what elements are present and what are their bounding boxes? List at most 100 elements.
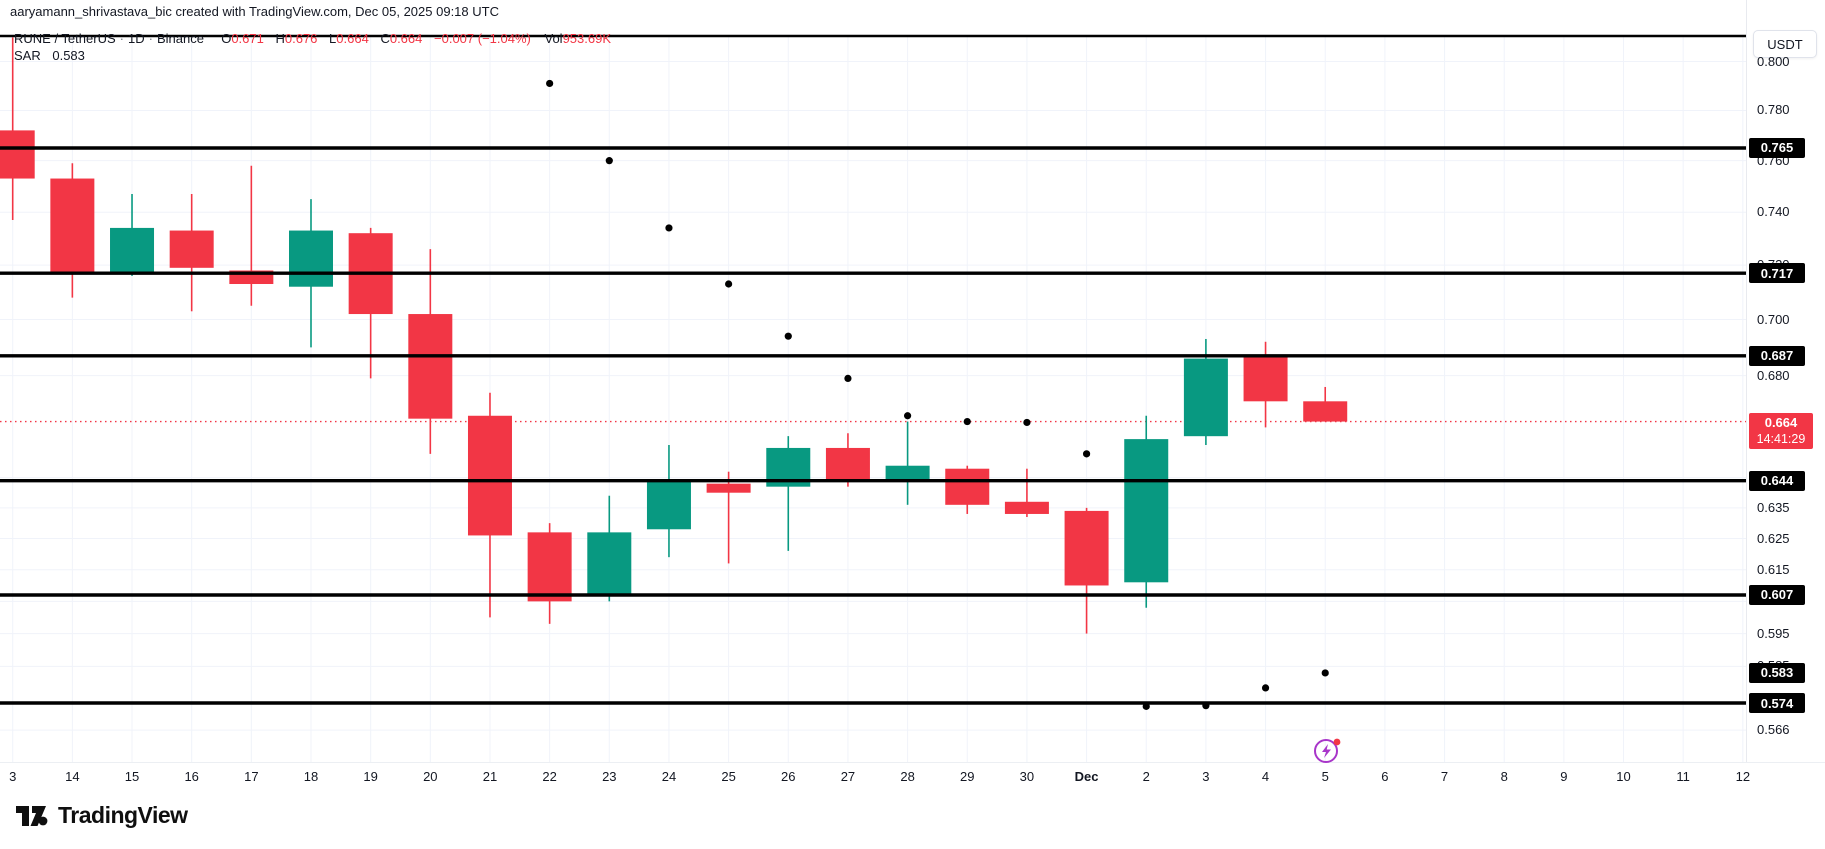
sar-value-badge: 0.583: [1749, 662, 1805, 683]
time-label: 18: [303, 769, 319, 784]
close-value: 0.664: [389, 31, 423, 46]
candle-body: [646, 480, 691, 530]
sar-label: SAR: [14, 48, 41, 63]
price-level-badge: 0.717: [1749, 263, 1805, 284]
candle-body: [527, 532, 572, 602]
tradingview-logo-icon: [16, 805, 48, 826]
time-label: 9: [1560, 769, 1568, 784]
sar-dot: [1261, 684, 1270, 692]
high-label: H: [275, 31, 285, 46]
sar-indicator-legend[interactable]: SAR 0.583: [14, 48, 85, 63]
candle-body: [885, 465, 930, 481]
time-label: 28: [900, 769, 915, 784]
price-tick-label: 0.780: [1757, 102, 1790, 118]
candle-body: [50, 178, 95, 274]
sar-dot: [784, 332, 792, 340]
time-label: 10: [1616, 769, 1631, 784]
sar-dot: [1321, 669, 1329, 677]
last-price-badge: 0.664 14:41:29: [1749, 412, 1813, 449]
candle-body: [587, 532, 632, 595]
sar-dot: [963, 417, 971, 426]
time-label: 12: [1735, 769, 1751, 784]
price-level-badge: 0.644: [1749, 470, 1805, 491]
sar-dot: [725, 280, 733, 288]
time-label: 2: [1142, 769, 1150, 784]
last-price-value: 0.664: [1764, 414, 1798, 430]
time-label: 26: [781, 769, 796, 784]
low-value: 0.664: [336, 31, 369, 46]
low-label: L: [329, 31, 337, 46]
candle-body: [169, 230, 214, 268]
volume-label: Vol: [544, 31, 563, 46]
candle-body: [1303, 401, 1348, 422]
time-label: 22: [542, 769, 557, 784]
price-tick-label: 0.740: [1757, 204, 1790, 220]
sar-dot: [844, 374, 852, 383]
time-label: 11: [1676, 769, 1690, 784]
price-tick-label: 0.625: [1757, 530, 1790, 546]
symbol-name: RUNE / TetherUS: [14, 31, 116, 46]
time-label: 29: [960, 769, 975, 784]
bar-countdown: 14:41:29: [1756, 431, 1806, 446]
time-label: 24: [661, 769, 677, 784]
candle-body: [467, 415, 512, 536]
events-lightning-icon[interactable]: [1312, 735, 1342, 765]
price-level-badge: 0.574: [1749, 693, 1805, 713]
price-axis[interactable]: USDT 0.8000.7800.7600.7400.7200.7000.680…: [1746, 0, 1825, 790]
legend-separator-2: ·: [148, 31, 153, 46]
time-label: 27: [840, 769, 856, 784]
close-label: C: [380, 31, 390, 46]
price-tick-label: 0.566: [1757, 722, 1790, 738]
time-label: 15: [124, 769, 140, 784]
time-label: 6: [1381, 769, 1389, 784]
volume-value: 953.69K: [562, 31, 612, 46]
candle-body: [1124, 439, 1169, 583]
time-label: 3: [1202, 769, 1210, 784]
tradingview-logo[interactable]: TradingView: [16, 802, 188, 829]
time-label: 16: [184, 769, 199, 784]
time-label: 17: [244, 769, 259, 784]
candle-body: [1243, 355, 1288, 402]
sar-value: 0.583: [52, 48, 85, 63]
candle-body: [0, 130, 35, 179]
time-label: 7: [1440, 769, 1449, 784]
candle-body: [945, 468, 990, 505]
candle-body: [110, 227, 155, 274]
price-level-badge: 0.607: [1749, 584, 1805, 605]
price-tick-label: 0.680: [1757, 367, 1790, 383]
time-label: 23: [602, 769, 617, 784]
price-level-badge: 0.765: [1749, 137, 1805, 158]
time-label: 14: [65, 769, 80, 784]
sar-dot: [546, 79, 554, 88]
symbol-legend: RUNE / TetherUS · 1D · Binance O0.671 H0.676…: [14, 31, 611, 46]
time-label: 19: [363, 769, 378, 784]
candle-body: [706, 483, 751, 493]
price-tick-label: 0.635: [1757, 499, 1790, 515]
time-label: 25: [721, 769, 736, 784]
exchange-label: Binance: [156, 31, 204, 46]
candle-body: [1183, 358, 1228, 437]
price-tick-label: 0.615: [1757, 561, 1790, 577]
high-value: 0.676: [284, 31, 318, 46]
currency-toggle-button[interactable]: USDT: [1753, 30, 1817, 58]
candle-body: [825, 447, 870, 481]
time-label: 5: [1321, 769, 1329, 784]
candle-body: [1064, 510, 1109, 586]
legend-separator-1: ·: [119, 31, 124, 46]
symbol-title[interactable]: RUNE / TetherUS · 1D · Binance: [14, 31, 208, 46]
change-value: −0.007 (−1.04%): [434, 31, 531, 46]
sar-dot: [1142, 702, 1150, 710]
sar-dot: [605, 157, 613, 165]
time-label: 20: [423, 769, 438, 784]
price-tick-label: 0.700: [1757, 311, 1790, 327]
time-axis[interactable]: 3 14 15 16 17 18 19 20 21 22 23 24 25 26 27 28 29 30 Dec 2 3…: [0, 762, 1825, 791]
attribution-text: aaryamann_shrivastava_bic created with T…: [10, 4, 499, 19]
candle-body: [408, 314, 453, 419]
sar-dot: [904, 412, 912, 420]
time-label: 4: [1261, 769, 1270, 784]
tradingview-logo-text: TradingView: [58, 802, 188, 828]
sar-dot: [665, 224, 673, 232]
candle-body: [289, 230, 333, 287]
